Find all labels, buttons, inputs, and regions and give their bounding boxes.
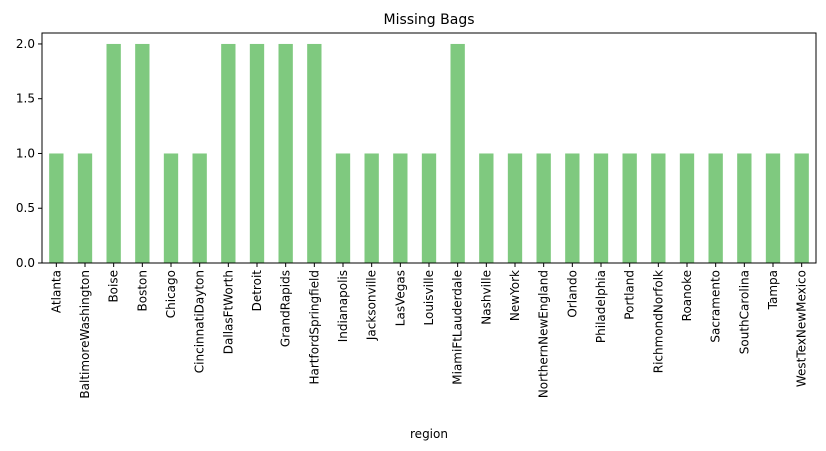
x-tick-label: CincinnatiDayton — [193, 270, 207, 373]
x-tick-label: MiamiFtLauderdale — [451, 270, 465, 385]
x-tick-label: Louisville — [422, 270, 436, 326]
x-tick-label: Boston — [135, 270, 149, 311]
bar-DallasFtWorth — [221, 43, 236, 264]
bars-group — [49, 43, 809, 264]
x-tick-label: Portland — [623, 270, 637, 320]
bar-LasVegas — [393, 153, 408, 263]
x-tick-label: Chicago — [164, 270, 178, 318]
x-tick-label: Orlando — [565, 270, 579, 318]
y-axis: 0.0 0.5 1.0 1.5 2.0 — [16, 37, 42, 270]
x-tick-label: Atlanta — [49, 270, 63, 313]
x-tick-label: HartfordSpringfield — [307, 270, 321, 385]
bar-Orlando — [565, 153, 580, 263]
bar-GrandRapids — [278, 43, 293, 264]
x-tick-label: Boise — [107, 270, 121, 303]
x-tick-label: RichmondNorfolk — [651, 270, 665, 373]
y-tick-label: 1.0 — [16, 146, 35, 160]
bar-Boise — [106, 43, 121, 264]
plot-frame — [41, 32, 817, 264]
x-tick-label: NewYork — [508, 270, 522, 321]
bar-WestTexNewMexico — [794, 153, 809, 263]
bar-HartfordSpringfield — [307, 43, 322, 264]
y-tick-label: 1.5 — [16, 92, 35, 106]
x-tick-label: Philadelphia — [594, 270, 608, 343]
bar-Jacksonville — [364, 153, 379, 263]
x-tick-label: DallasFtWorth — [221, 270, 235, 354]
x-tick-label: Detroit — [250, 270, 264, 312]
bar-Nashville — [479, 153, 494, 263]
x-tick-label: Sacramento — [709, 270, 723, 343]
bar-Portland — [622, 153, 637, 263]
x-axis: Atlanta BaltimoreWashington Boise Boston Chi… — [49, 263, 809, 399]
x-tick-label: SouthCarolina — [737, 270, 751, 354]
bar-Atlanta — [49, 153, 64, 263]
x-tick-label: Nashville — [479, 270, 493, 325]
bar-Tampa — [765, 153, 781, 263]
bar-Sacramento — [708, 153, 723, 263]
bar-NorthernNewEngland — [536, 153, 551, 263]
bar-CincinnatiDayton — [192, 153, 207, 263]
y-tick-label: 0.0 — [16, 256, 35, 270]
bar-SouthCarolina — [737, 153, 752, 263]
x-tick-label: GrandRapids — [279, 270, 293, 347]
x-tick-label: Jacksonville — [365, 270, 379, 341]
bar-RichmondNorfolk — [651, 153, 666, 263]
x-tick-label: WestTexNewMexico — [795, 270, 809, 387]
x-tick-label: NorthernNewEngland — [537, 270, 551, 398]
bar-Boston — [135, 43, 150, 264]
bar-Chicago — [163, 153, 179, 263]
x-tick-label: Tampa — [766, 270, 780, 310]
x-tick-label: Indianapolis — [336, 270, 350, 342]
x-tick-label: BaltimoreWashington — [78, 270, 92, 399]
y-tick-label: 0.5 — [16, 201, 35, 215]
y-tick-label: 2.0 — [16, 37, 35, 51]
bar-Philadelphia — [593, 153, 609, 263]
bar-Louisville — [421, 153, 437, 263]
x-tick-label: Roanoke — [680, 270, 694, 321]
bar-BaltimoreWashington — [77, 153, 93, 263]
bar-NewYork — [507, 153, 523, 263]
bar-Detroit — [249, 43, 265, 264]
x-axis-label: region — [410, 427, 448, 441]
chart-title: Missing Bags — [383, 12, 474, 28]
bar-Indianapolis — [335, 153, 351, 263]
bar-Roanoke — [679, 153, 695, 263]
x-tick-label: LasVegas — [393, 270, 407, 326]
bar-MiamiFtLauderdale — [450, 43, 465, 264]
